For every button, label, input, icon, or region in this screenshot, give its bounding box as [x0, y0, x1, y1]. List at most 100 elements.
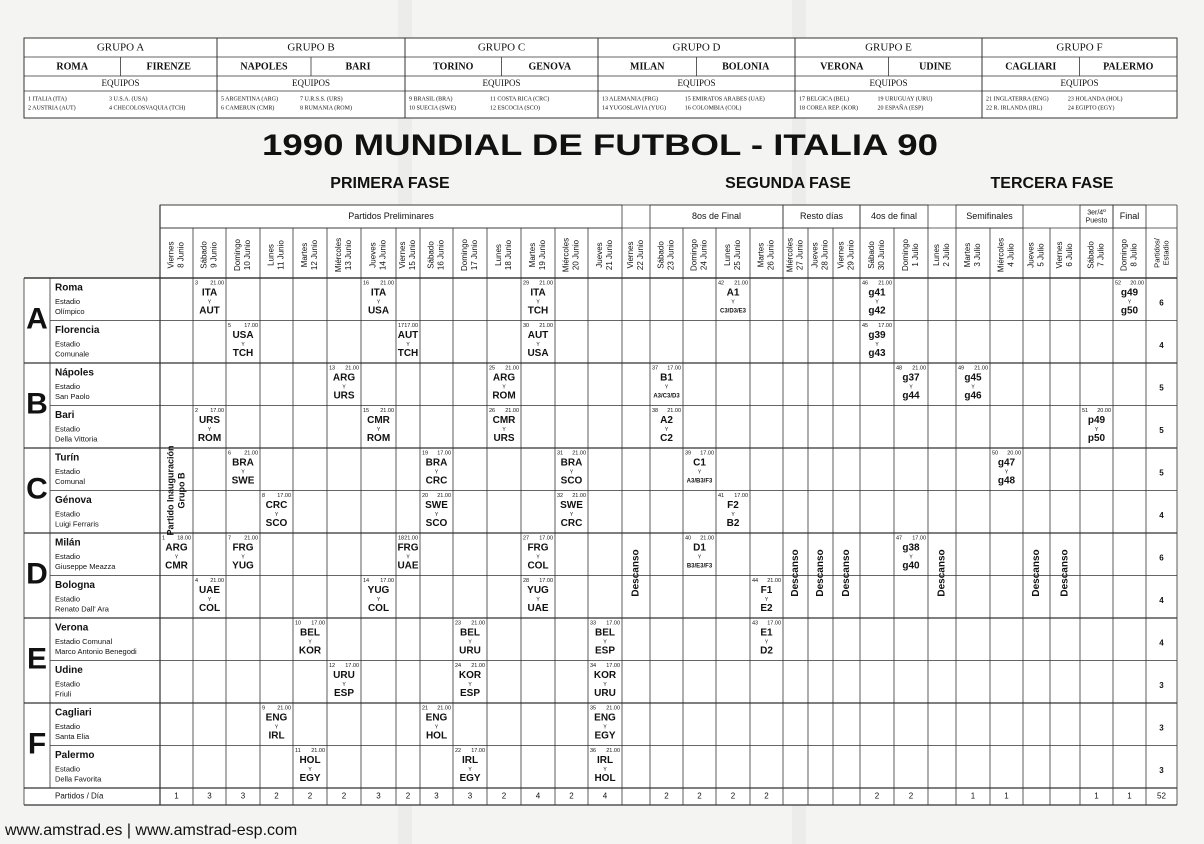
match-vs: Y — [241, 469, 245, 475]
day-weekday: Lunes — [494, 244, 503, 266]
match-vs: Y — [435, 724, 439, 730]
venue-city: Bologna — [55, 580, 95, 591]
team-entry: 5 ARGENTINA (ARG) — [221, 95, 278, 102]
venue-city: Udine — [55, 665, 83, 676]
match-home: E1 — [760, 628, 773, 639]
venue-stadium: Estadio — [55, 382, 80, 391]
matches-per-day: 2 — [502, 792, 507, 801]
grand-total: 52 — [1157, 792, 1166, 801]
match-time: 17.00 — [345, 663, 359, 669]
venue-stadium: Estadio — [55, 722, 80, 731]
match-home: UAE — [199, 585, 220, 596]
stage-label: 4os de final — [871, 211, 917, 221]
venue-stadium: Comunal — [55, 477, 85, 486]
match-home: ENG — [266, 713, 288, 724]
matches-per-day: 4 — [536, 792, 541, 801]
group-city: FIRENZE — [147, 61, 192, 72]
group-city: MILAN — [630, 61, 665, 72]
group-box — [216, 37, 406, 119]
match-away: g43 — [868, 348, 886, 359]
rest-label: Descanso — [937, 549, 948, 596]
opening-note: Partido Inauguración — [165, 445, 175, 535]
venue-stadium: Comunale — [55, 349, 89, 358]
match-away: E2 — [760, 603, 773, 614]
match-home: CRC — [266, 500, 288, 511]
match-home: KOR — [594, 670, 617, 681]
group-city: TORINO — [433, 61, 474, 72]
equipos-label: EQUIPOS — [292, 78, 330, 88]
match-home: FRG — [397, 543, 418, 554]
match-away: ROM — [198, 433, 221, 444]
match-home: A2 — [660, 415, 673, 426]
match-away: SWE — [232, 476, 255, 487]
matches-per-day: 2 — [406, 792, 411, 801]
match-time: 21.00 — [471, 620, 485, 626]
venue-stadium: Olímpico — [55, 307, 85, 316]
day-weekday: Domingo — [901, 238, 910, 271]
team-entry: 16 COLOMBIA (COL) — [685, 104, 742, 111]
match-time: 17.00 — [244, 323, 258, 329]
equipos-label: EQUIPOS — [677, 78, 715, 88]
match-time: 17.00 — [767, 620, 781, 626]
day-weekday: Domingo — [233, 238, 242, 271]
match-vs: Y — [406, 554, 410, 560]
match-home: p49 — [1088, 415, 1106, 426]
footer: www.amstrad.es | www.amstrad-esp.com — [4, 822, 297, 839]
match-away: ESP — [334, 688, 354, 699]
match-time: 21.00 — [244, 535, 258, 541]
match-number: 34 — [590, 663, 596, 669]
team-entry: 11 COSTA RICA (CRC) — [490, 95, 549, 102]
match-home: g37 — [902, 373, 920, 384]
matches-per-day: 2 — [764, 792, 769, 801]
match-home: YUG — [368, 585, 390, 596]
venue-stadium: Estadio — [55, 594, 80, 603]
match-number: 40 — [685, 535, 691, 541]
match-home: g47 — [998, 458, 1016, 469]
match-number: 50 — [992, 450, 998, 456]
day-date: 10 Junio — [243, 239, 252, 270]
matches-per-day: 2 — [274, 792, 279, 801]
team-entry: 4 CHECOLOSVAQUIA (TCH) — [109, 104, 185, 111]
day-date: 20 Junio — [572, 239, 581, 270]
match-number: 37 — [652, 365, 658, 371]
match-vs: Y — [536, 342, 540, 348]
match-home: ITA — [202, 288, 217, 299]
match-time: 21.00 — [404, 535, 418, 541]
day-weekday: Sábado — [427, 241, 436, 269]
venue-total: 3 — [1159, 723, 1164, 732]
match-away: D2 — [760, 646, 773, 657]
group-city: PALERMO — [1103, 61, 1154, 72]
match-number: 7 — [228, 535, 231, 541]
match-number: 51 — [1082, 408, 1088, 414]
day-weekday: Lunes — [932, 244, 941, 266]
match-away: SCO — [561, 476, 583, 487]
match-away: UAE — [527, 603, 548, 614]
phase-label: SEGUNDA FASE — [725, 175, 851, 192]
match-away: ESP — [460, 688, 480, 699]
day-weekday: Domingo — [460, 238, 469, 271]
match-away: ROM — [367, 433, 390, 444]
match-time: 17.00 — [539, 535, 553, 541]
group-letter: C — [26, 472, 48, 505]
match-time: 17.00 — [606, 663, 620, 669]
stage-label: Partidos Preliminares — [348, 211, 434, 221]
matches-per-day: 3 — [468, 792, 473, 801]
match-home: ITA — [530, 288, 545, 299]
match-away: EGY — [594, 731, 615, 742]
match-home: BEL — [300, 628, 320, 639]
match-away: ROM — [492, 391, 515, 402]
matches-per-day: 3 — [207, 792, 212, 801]
match-vs: Y — [603, 682, 607, 688]
day-weekday: Viernes — [398, 242, 407, 269]
day-weekday: Viernes — [837, 242, 846, 269]
match-time: 21.00 — [912, 365, 926, 371]
match-vs: Y — [875, 342, 879, 348]
match-vs: Y — [468, 682, 472, 688]
group-city: BARI — [345, 61, 370, 72]
matches-per-day: 1 — [1094, 792, 1099, 801]
match-time: 18.00 — [177, 535, 191, 541]
match-vs: Y — [342, 682, 346, 688]
venue-city: Bari — [55, 410, 75, 421]
match-away: TCH — [233, 348, 254, 359]
match-time: 20.00 — [1097, 408, 1111, 414]
